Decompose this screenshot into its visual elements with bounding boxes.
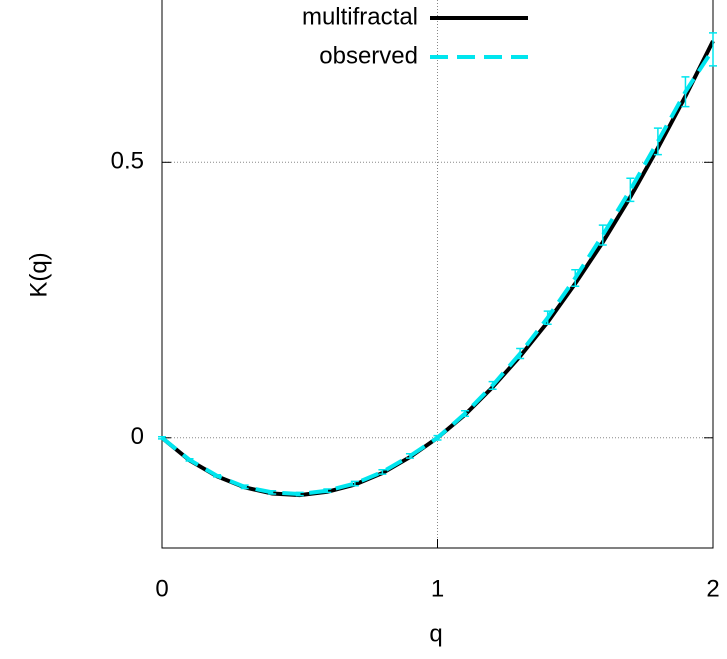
x-tick-label: 2 (706, 575, 719, 602)
error-bar (213, 473, 222, 478)
error-bar (571, 268, 580, 288)
error-bar (185, 457, 194, 462)
y-tick-label: 0 (131, 423, 144, 450)
x-axis-label: q (429, 620, 442, 647)
error-bar (709, 32, 717, 67)
error-bar (626, 177, 635, 203)
y-axis-label: K(q) (25, 252, 52, 297)
error-bar (405, 453, 414, 459)
series-line (160, 40, 715, 498)
legend-label: observed (319, 42, 418, 69)
y-tick-label: 0.5 (111, 148, 144, 175)
error-bar (268, 489, 277, 495)
x-tick-label: 1 (431, 575, 444, 602)
error-bar (598, 224, 607, 246)
error-bar (516, 347, 525, 360)
error-bar (681, 76, 690, 108)
error-bar (378, 469, 387, 475)
error-bar (653, 127, 662, 156)
legend-label: multifractal (302, 3, 418, 30)
error-bar (350, 480, 359, 487)
error-bar (295, 491, 304, 497)
error-bar (433, 434, 442, 441)
error-bar (488, 380, 497, 391)
error-bar (323, 488, 332, 494)
plot-frame (161, 0, 714, 549)
error-bar (158, 435, 166, 440)
error-bar (543, 310, 552, 326)
x-tick-label: 0 (155, 575, 168, 602)
series-line (160, 48, 715, 497)
error-bar (461, 410, 470, 418)
error-bar (240, 484, 249, 490)
